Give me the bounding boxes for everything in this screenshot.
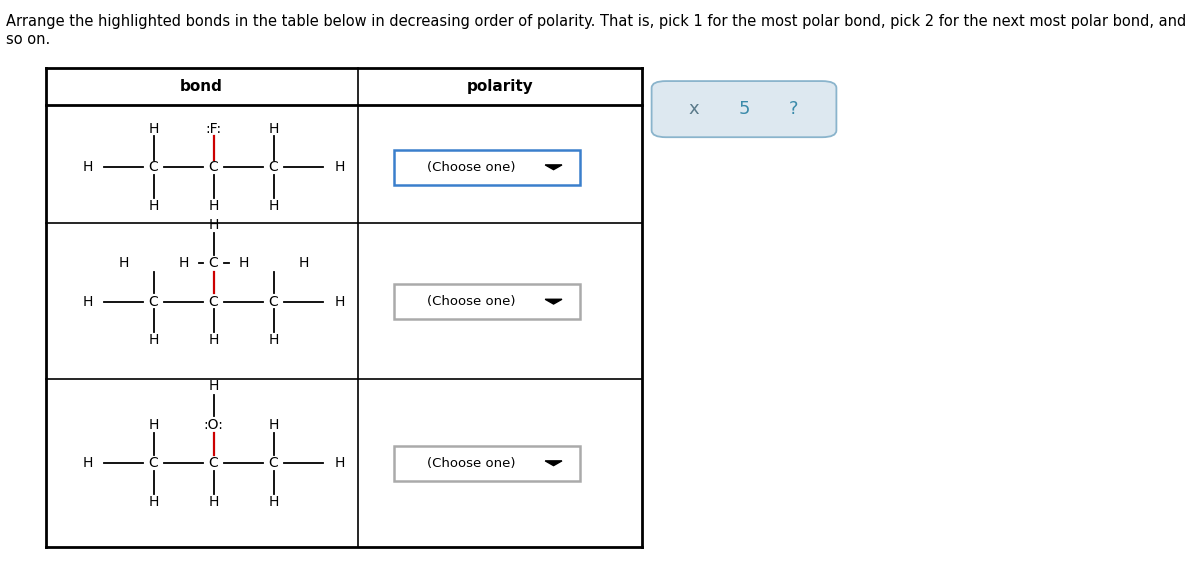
Text: H: H [149, 495, 158, 509]
Text: H: H [269, 199, 278, 213]
Text: H: H [209, 333, 218, 347]
Text: ?: ? [790, 100, 799, 118]
FancyBboxPatch shape [394, 284, 580, 319]
Text: H: H [269, 333, 278, 347]
Text: H: H [335, 160, 344, 174]
Text: H: H [335, 456, 344, 470]
Text: C: C [149, 160, 158, 174]
Text: H: H [119, 256, 128, 270]
Polygon shape [545, 165, 562, 170]
Text: Arrange the highlighted bonds in the table below in decreasing order of polarity: Arrange the highlighted bonds in the tab… [6, 14, 1187, 46]
Text: H: H [149, 333, 158, 347]
Text: :O:: :O: [204, 418, 223, 431]
Text: H: H [335, 295, 344, 308]
Text: H: H [209, 379, 218, 393]
Text: (Choose one): (Choose one) [427, 457, 516, 469]
Text: bond: bond [180, 79, 223, 94]
Text: H: H [179, 256, 188, 270]
Text: H: H [83, 456, 92, 470]
Text: H: H [83, 295, 92, 308]
Text: C: C [209, 160, 218, 174]
Text: H: H [149, 418, 158, 431]
Text: H: H [149, 122, 158, 136]
Text: C: C [149, 295, 158, 308]
Text: (Choose one): (Choose one) [427, 161, 516, 174]
FancyBboxPatch shape [394, 150, 580, 185]
Text: H: H [209, 218, 218, 231]
Text: H: H [209, 495, 218, 509]
Text: H: H [239, 256, 248, 270]
Text: H: H [269, 418, 278, 431]
FancyBboxPatch shape [652, 81, 836, 137]
Text: :F:: :F: [205, 122, 222, 136]
Text: (Choose one): (Choose one) [427, 295, 516, 308]
Text: C: C [209, 456, 218, 470]
Polygon shape [545, 461, 562, 466]
Text: C: C [269, 456, 278, 470]
Text: H: H [269, 495, 278, 509]
Text: H: H [83, 160, 92, 174]
Text: polarity: polarity [467, 79, 533, 94]
Text: C: C [269, 160, 278, 174]
Text: H: H [209, 199, 218, 213]
FancyBboxPatch shape [394, 446, 580, 481]
Text: C: C [149, 456, 158, 470]
Text: C: C [209, 295, 218, 308]
Polygon shape [545, 299, 562, 304]
Text: x: x [689, 100, 700, 118]
Text: H: H [149, 199, 158, 213]
Text: H: H [269, 122, 278, 136]
Text: C: C [269, 295, 278, 308]
Text: C: C [209, 256, 218, 270]
Text: 5: 5 [738, 100, 750, 118]
Text: H: H [299, 256, 308, 270]
